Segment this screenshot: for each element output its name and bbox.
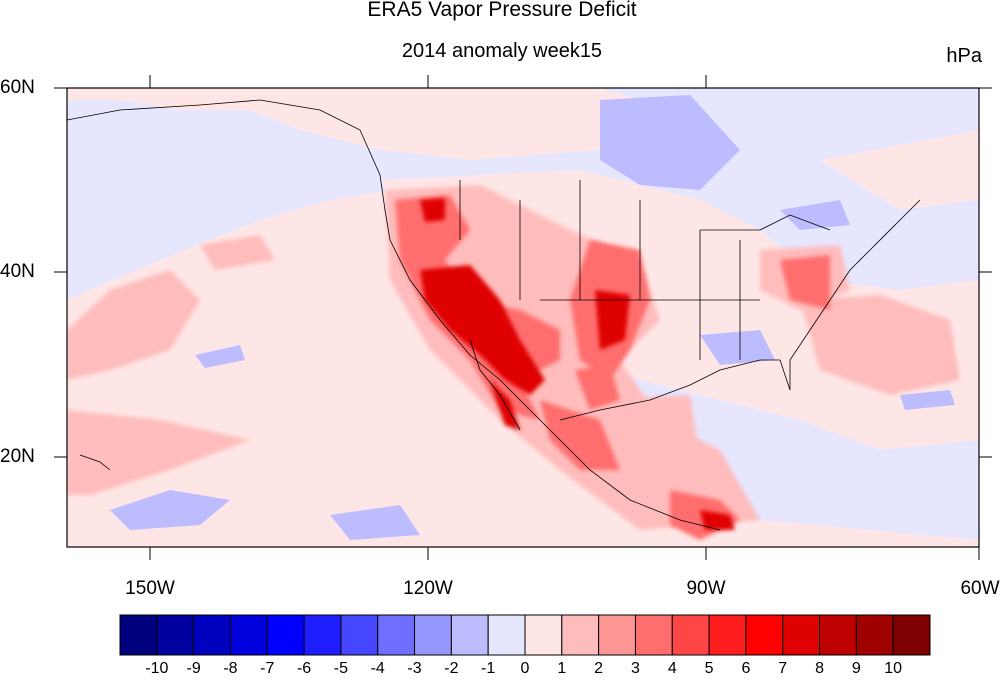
lat-label-40n: 40N [0,261,35,282]
colorbar-tick-label: -10 [145,660,169,677]
colorbar-box [782,614,821,656]
lon-label-120w: 120W [403,578,453,599]
colorbar-tick-label: 4 [667,660,677,677]
colorbar-tick-label: 2 [594,660,604,677]
colorbar-box [450,614,489,656]
lon-label-90w: 90W [686,578,726,599]
colorbar-box [414,614,452,656]
field-moderate-positive [67,185,960,530]
colorbar-box [303,614,342,656]
colorbar-tick-label: 1 [557,660,567,677]
map-title: ERA5 Vapor Pressure Deficit [367,0,637,21]
colorbar-tick-label: -1 [481,660,496,677]
colorbar-tick-label: -3 [407,660,422,677]
tick-marks [54,75,992,560]
map-subtitle: 2014 anomaly week15 [401,40,603,62]
field-weak-negative [110,95,955,540]
colorbar-tick-label: 3 [631,660,640,677]
anomaly-field [67,88,979,547]
colorbar-box [524,614,563,656]
colorbar-box [487,614,526,656]
colorbar-box [892,614,931,656]
colorbar-box [819,614,857,656]
plot-frame [66,87,980,548]
colorbar-tick-label: -5 [333,660,349,677]
colorbar-tick-label: 8 [815,660,824,677]
colorbar-tick-label: -4 [370,660,385,677]
colorbar-tick-label: 0 [520,660,530,677]
units-label: hPa [946,45,982,67]
colorbar-box [708,614,747,656]
colorbar-box [745,614,784,656]
lat-label-20n: 20N [0,446,35,467]
lon-label-150w: 150W [125,578,175,599]
colorbar-box [340,614,379,656]
colorbar-tick-label: -7 [260,660,275,677]
colorbar-tick-label: 6 [741,660,751,677]
colorbar-box [377,614,416,656]
colorbar-box [156,614,195,656]
coastlines [67,99,921,531]
colorbar-box [193,614,231,656]
anomaly-map [54,75,992,560]
colorbar-box [671,614,710,656]
colorbar-tick-label: -9 [186,660,201,677]
colorbar-tick-label: 10 [884,660,903,677]
colorbar-tick-label: -6 [296,660,312,677]
colorbar-tick-label: 7 [778,660,788,677]
colorbar-box [598,614,636,656]
colorbar-box [634,614,673,656]
colorbar-box [266,614,305,656]
lon-label-60w: 60W [960,578,1000,599]
colorbar-box [119,614,158,656]
colorbar-box [855,614,894,656]
colorbar-tick-label: -8 [223,660,238,677]
colorbar [119,614,931,656]
colorbar-tick-label: 9 [851,660,861,677]
field-max-positive [420,198,735,530]
colorbar-tick-label: -2 [444,660,459,677]
colorbar-box [561,614,600,656]
colorbar-box [229,614,268,656]
colorbar-tick-label: 5 [704,660,714,677]
lat-label-60n: 60N [0,77,35,98]
